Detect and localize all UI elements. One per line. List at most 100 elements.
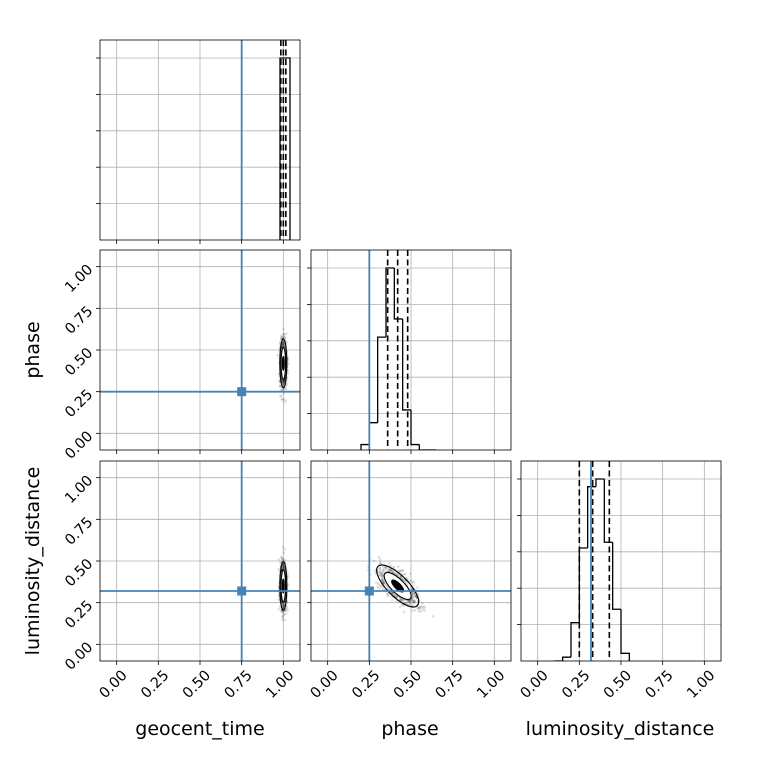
posterior-sample-point xyxy=(282,340,285,344)
posterior-sample-point xyxy=(282,334,286,337)
posterior-sample-point xyxy=(286,574,290,578)
posterior-sample-point xyxy=(380,570,384,574)
posterior-sample-point xyxy=(400,603,404,607)
histogram-bar-luminosity_distance xyxy=(570,622,580,658)
posterior-sample-point xyxy=(285,606,289,610)
posterior-sample-point xyxy=(413,600,416,604)
posterior-sample-point xyxy=(392,565,396,569)
posterior-sample-point xyxy=(394,571,398,575)
posterior-sample-point xyxy=(431,615,435,618)
posterior-sample-point xyxy=(396,565,400,568)
posterior-sample-point xyxy=(376,582,380,585)
posterior-sample-point xyxy=(282,566,286,569)
posterior-sample-point xyxy=(390,570,394,574)
posterior-sample-point xyxy=(385,592,389,595)
panel-luminosity_distance-vs-luminosity_distance xyxy=(554,461,630,661)
posterior-sample-point xyxy=(282,566,286,570)
x-tick-label: 0.75 xyxy=(643,668,677,702)
contour-level-3 xyxy=(281,578,285,594)
posterior-sample-point xyxy=(397,573,400,576)
y-tick-label: 0.75 xyxy=(62,303,96,337)
posterior-sample-point xyxy=(281,545,285,549)
x-tick-label: 1.00 xyxy=(474,668,508,702)
posterior-sample-point xyxy=(388,569,391,573)
x-tick-label: 0.50 xyxy=(180,668,214,702)
truth-marker xyxy=(237,387,247,397)
posterior-sample-point xyxy=(281,342,285,346)
posterior-sample-point xyxy=(377,555,381,559)
posterior-sample-point xyxy=(380,576,384,579)
posterior-sample-point xyxy=(281,604,285,607)
posterior-sample-point xyxy=(412,599,416,603)
posterior-sample-point xyxy=(280,398,284,401)
y-tick-label: 1.00 xyxy=(62,473,96,507)
truth-marker xyxy=(364,586,374,596)
posterior-sample-point xyxy=(281,563,285,567)
posterior-sample-point xyxy=(282,342,285,346)
posterior-sample-point xyxy=(411,609,414,612)
posterior-sample-point xyxy=(277,379,281,383)
panel-phase-vs-geocent_time xyxy=(100,250,300,450)
posterior-sample-point xyxy=(400,598,404,601)
x-tick-label: 0.25 xyxy=(559,668,593,702)
histogram-bar-luminosity_distance xyxy=(578,547,588,623)
posterior-sample-point xyxy=(281,340,285,344)
posterior-sample-point xyxy=(281,379,285,383)
posterior-sample-point xyxy=(286,382,289,385)
contour-level-1 xyxy=(279,560,288,612)
posterior-sample-point xyxy=(282,379,285,383)
posterior-sample-point xyxy=(416,586,419,589)
y-tick-label: 0.00 xyxy=(62,428,96,462)
posterior-sample-point xyxy=(281,342,284,346)
posterior-sample-point xyxy=(373,569,377,573)
posterior-sample-point xyxy=(282,380,286,383)
y-tick-label: 1.00 xyxy=(62,262,96,296)
posterior-sample-point xyxy=(381,571,385,574)
contour-level-1 xyxy=(279,338,288,389)
posterior-sample-point xyxy=(408,601,412,605)
y-tick-label: 0.50 xyxy=(62,556,96,590)
posterior-sample-point xyxy=(284,386,287,390)
posterior-sample-point xyxy=(280,335,283,339)
posterior-sample-point xyxy=(380,578,383,582)
posterior-sample-point xyxy=(414,595,418,599)
posterior-sample-point xyxy=(417,607,421,610)
x-axis-label-luminosity-distance: luminosity_distance xyxy=(526,718,715,740)
posterior-sample-point xyxy=(420,605,424,608)
posterior-sample-point xyxy=(400,569,404,572)
posterior-sample-point xyxy=(417,606,421,610)
posterior-sample-point xyxy=(281,567,285,571)
posterior-sample-point xyxy=(416,607,419,610)
posterior-sample-point xyxy=(398,598,402,602)
posterior-sample-point xyxy=(386,593,390,597)
posterior-sample-point xyxy=(277,608,281,611)
posterior-sample-point xyxy=(386,594,389,598)
posterior-sample-point xyxy=(403,579,407,583)
posterior-sample-point xyxy=(286,372,290,375)
posterior-sample-point xyxy=(281,601,285,605)
posterior-sample-point xyxy=(379,571,382,574)
posterior-sample-point xyxy=(402,578,406,582)
posterior-sample-point xyxy=(422,607,426,610)
posterior-sample-point xyxy=(411,596,414,599)
histogram-bar-phase xyxy=(402,318,411,411)
posterior-sample-point xyxy=(282,604,286,607)
posterior-sample-point xyxy=(381,575,385,578)
posterior-sample-point xyxy=(283,613,286,616)
posterior-sample-point xyxy=(280,556,284,560)
posterior-sample-point xyxy=(408,600,412,604)
posterior-sample-point xyxy=(283,548,287,551)
posterior-sample-point xyxy=(387,568,390,572)
posterior-sample-point xyxy=(278,384,282,387)
y-axis-label-phase: phase xyxy=(22,321,44,378)
grid-layer xyxy=(100,40,721,661)
posterior-sample-point xyxy=(391,570,395,574)
panel-phase-vs-phase xyxy=(360,250,436,450)
posterior-sample-point xyxy=(398,570,401,573)
posterior-sample-point xyxy=(388,561,391,565)
posterior-sample-point xyxy=(281,344,284,348)
contour-level-3 xyxy=(281,355,285,371)
posterior-sample-point xyxy=(401,599,405,602)
posterior-sample-point xyxy=(286,571,290,575)
posterior-sample-point xyxy=(414,594,418,598)
